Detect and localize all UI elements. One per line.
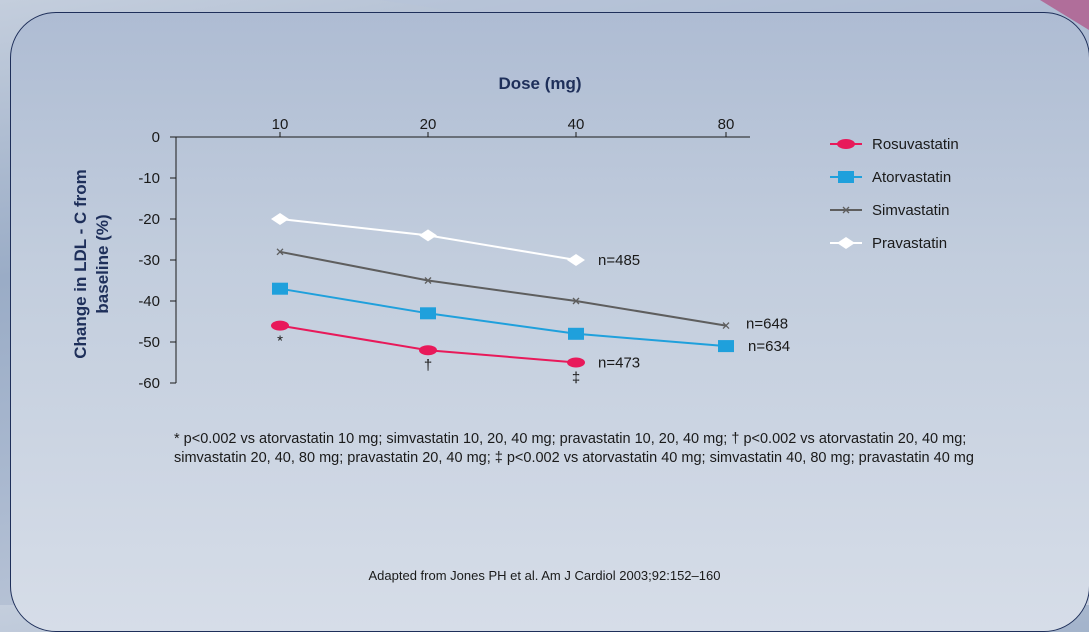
legend-marker: [837, 139, 855, 149]
rosuvastatin-point: [271, 320, 289, 331]
pravastatin-point: [271, 213, 289, 225]
sample-size-label: n=485: [598, 252, 640, 269]
y-tick-label: -60: [138, 375, 160, 392]
legend-label: Rosuvastatin: [872, 136, 959, 153]
rosuvastatin-point: [567, 357, 585, 368]
simvastatin-point: [572, 297, 580, 305]
ldl-chart: 0 -10 -20 -30 -40 -50 -60 10 20 40 80 Dose (mg) Chan…: [71, 74, 959, 392]
pravastatin-point: [419, 229, 437, 242]
legend-marker: [842, 206, 850, 214]
legend-label: Pravastatin: [872, 235, 947, 252]
x-tick-label: 20: [420, 116, 437, 133]
y-tick-label: -20: [138, 211, 160, 228]
legend-label: Simvastatin: [872, 202, 950, 219]
simvastatin-point: [276, 248, 284, 256]
atorvastatin-line: [279, 287, 727, 348]
simvastatin-line: [279, 250, 727, 327]
atorvastatin-point: [568, 327, 584, 340]
y-tick-label: -50: [138, 334, 160, 351]
y-tick-label: 0: [152, 129, 160, 146]
significance-marker: †: [424, 357, 432, 374]
legend-item-pravastatin: Pravastatin: [830, 235, 947, 252]
x-tick-label: 10: [272, 116, 289, 133]
legend-item-rosuvastatin: Rosuvastatin: [830, 136, 959, 153]
atorvastatin-point: [272, 282, 288, 295]
y-axis-title-line2: baseline (%): [93, 214, 112, 313]
simvastatin-point: [722, 322, 730, 330]
pravastatin-point: [567, 254, 585, 266]
significance-marker: *: [277, 333, 283, 350]
legend-marker: [838, 171, 854, 183]
atorvastatin-point: [718, 340, 734, 353]
citation: Adapted from Jones PH et al. Am J Cardio…: [368, 568, 721, 583]
x-axis-title: Dose (mg): [498, 74, 581, 93]
sample-size-label: n=634: [748, 338, 790, 355]
legend-label: Atorvastatin: [872, 169, 951, 186]
legend-marker: [837, 237, 855, 249]
rosuvastatin-point: [419, 345, 437, 356]
legend-item-atorvastatin: Atorvastatin: [830, 169, 951, 186]
simvastatin-point: [424, 277, 432, 284]
y-tick-label: -40: [138, 293, 160, 310]
y-tick-label: -10: [138, 170, 160, 187]
y-tick-label: -30: [138, 252, 160, 269]
legend-item-simvastatin: Simvastatin: [830, 202, 950, 219]
sample-size-label: n=648: [746, 316, 788, 333]
atorvastatin-point: [420, 307, 436, 320]
x-tick-label: 40: [568, 116, 585, 133]
significance-marker: ‡: [572, 370, 580, 387]
x-tick-label: 80: [718, 116, 735, 133]
y-axis-title: Change in LDL - C from: [71, 169, 90, 359]
sample-size-label: n=473: [598, 355, 640, 372]
footnote: * p<0.002 vs atorvastatin 10 mg; simvast…: [174, 431, 974, 466]
